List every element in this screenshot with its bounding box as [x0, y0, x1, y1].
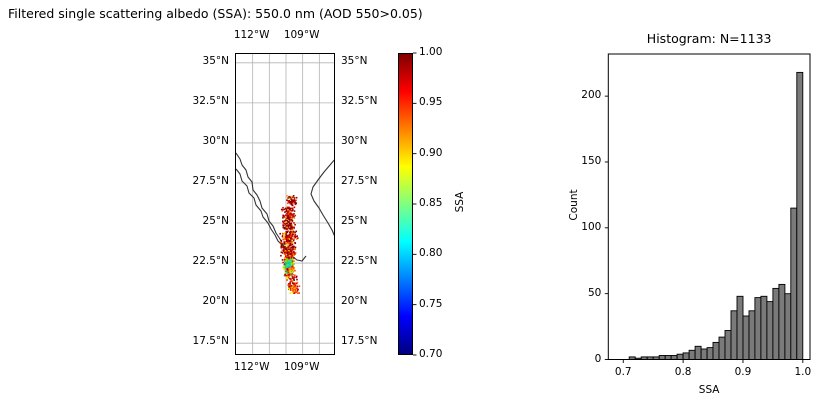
lat-tick-label-right: 32.5°N — [341, 94, 378, 107]
histogram-bar — [784, 293, 792, 360]
histogram-bar — [754, 297, 762, 360]
lat-tick-label-right: 35°N — [341, 54, 368, 67]
colorbar-ticks — [413, 52, 417, 356]
histogram-axis-ticks — [604, 95, 804, 363]
colorbar-tick-label: 0.95 — [419, 96, 443, 109]
colorbar — [398, 53, 413, 355]
lon-tick-label-bottom: 109°W — [283, 361, 320, 373]
lat-tick-label-left: 27.5°N — [192, 174, 229, 187]
histogram-x-tick-label: 0.8 — [674, 365, 692, 378]
histogram-bar — [736, 295, 744, 360]
histogram-bar — [658, 355, 666, 360]
histogram-y-tick-label: 100 — [581, 220, 602, 233]
lon-tick-label-top: 112°W — [233, 29, 270, 41]
histogram-bar — [742, 315, 750, 360]
lat-tick-label-right: 22.5°N — [341, 255, 378, 268]
histogram-bar — [790, 207, 798, 360]
map-axes — [235, 53, 335, 355]
histogram-bar — [718, 336, 726, 360]
histogram-bar — [730, 310, 738, 360]
histogram-y-tick-label: 150 — [581, 154, 602, 167]
histogram-title: Histogram: N=1133 — [646, 31, 772, 46]
lat-tick-label-left: 30°N — [202, 134, 229, 147]
histogram-x-tick-label: 1.0 — [794, 365, 812, 378]
histogram-bar — [796, 71, 804, 360]
colorbar-tick-label: 0.70 — [419, 348, 443, 360]
coastline-path — [310, 159, 334, 237]
lat-tick-label-left: 17.5°N — [192, 335, 229, 348]
histogram-bar — [694, 345, 702, 360]
histogram-x-tick-label: 0.9 — [734, 365, 752, 378]
histogram-bar — [682, 352, 690, 360]
lon-tick-label-top: 109°W — [283, 29, 320, 41]
lat-tick-label-left: 25°N — [202, 215, 229, 228]
histogram-bar — [670, 355, 678, 360]
colorbar-tick-label: 0.85 — [419, 197, 443, 209]
histogram-bar — [778, 283, 786, 360]
colorbar-tick-label: 0.80 — [419, 247, 443, 260]
histogram-bar — [748, 310, 756, 360]
histogram-bar — [712, 341, 720, 360]
figure-title: Filtered single scattering albedo (SSA):… — [8, 6, 423, 21]
histogram-bars — [628, 71, 804, 360]
histogram-y-tick-label: 50 — [587, 286, 602, 299]
lat-tick-label-left: 22.5°N — [192, 255, 229, 268]
lat-tick-label-left: 32.5°N — [192, 94, 229, 107]
histogram-bar — [766, 301, 774, 360]
colorbar-tick-label: 1.00 — [419, 46, 443, 58]
coastline-path — [236, 168, 288, 252]
map-scatter-points — [279, 195, 301, 294]
histogram-bar — [676, 353, 684, 360]
histogram-axes-box — [607, 53, 811, 360]
histogram-xlabel: SSA — [698, 384, 720, 396]
colorbar-tick-label: 0.90 — [419, 146, 443, 159]
lat-tick-label-right: 27.5°N — [341, 174, 378, 187]
histogram-bar — [700, 348, 708, 360]
lat-tick-label-right: 30°N — [341, 134, 368, 147]
map-gridlines — [236, 54, 334, 354]
map-plot-area — [236, 54, 334, 354]
histogram-bar — [760, 295, 768, 360]
histogram-bar — [772, 287, 780, 360]
lat-tick-label-right: 17.5°N — [341, 335, 378, 348]
histogram-y-tick-label: 200 — [581, 89, 602, 102]
histogram-bar — [724, 330, 732, 360]
histogram-bar — [688, 349, 696, 360]
lat-tick-label-left: 35°N — [202, 54, 229, 67]
lat-tick-label-right: 25°N — [341, 215, 368, 228]
lat-tick-label-left: 20°N — [202, 295, 229, 308]
colorbar-tick-label: 0.75 — [419, 297, 443, 310]
histogram-x-tick-label: 0.7 — [614, 365, 632, 378]
histogram-bar — [706, 347, 714, 360]
lat-tick-label-right: 20°N — [341, 295, 368, 308]
histogram-y-tick-label: 0 — [594, 352, 602, 365]
lon-tick-label-bottom: 112°W — [233, 361, 270, 373]
histogram-bar — [664, 355, 672, 360]
